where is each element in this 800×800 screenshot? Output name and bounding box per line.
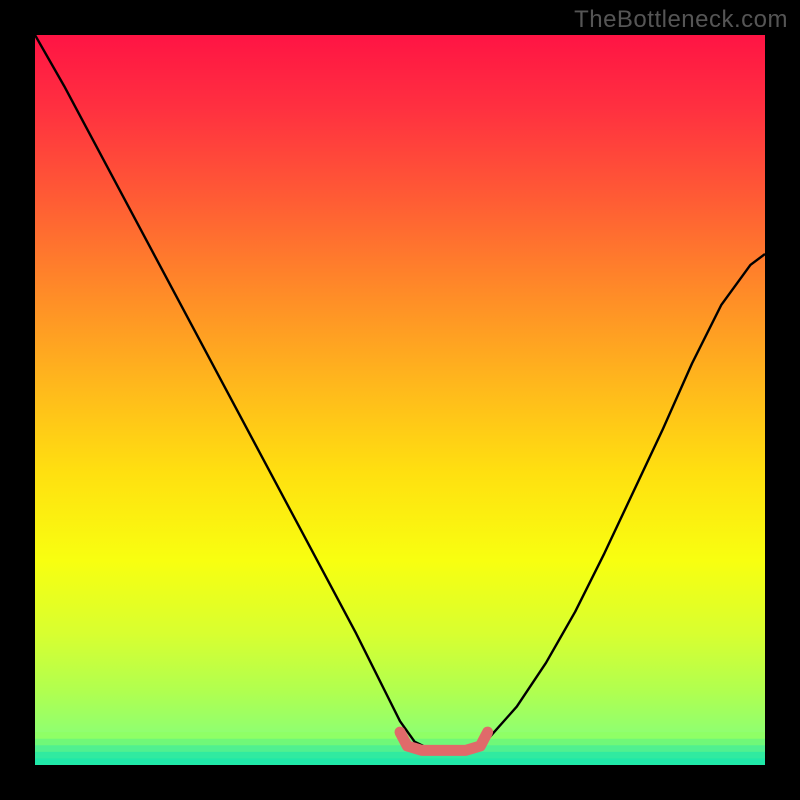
green-band-stripe <box>35 752 765 759</box>
chart-frame: TheBottleneck.com <box>0 0 800 800</box>
plot-area <box>35 35 765 765</box>
bottleneck-curve-chart <box>35 35 765 765</box>
green-band-stripe <box>35 758 765 765</box>
gradient-background <box>35 35 765 765</box>
watermark-text: TheBottleneck.com <box>574 6 788 34</box>
green-band-stripe <box>35 745 765 752</box>
